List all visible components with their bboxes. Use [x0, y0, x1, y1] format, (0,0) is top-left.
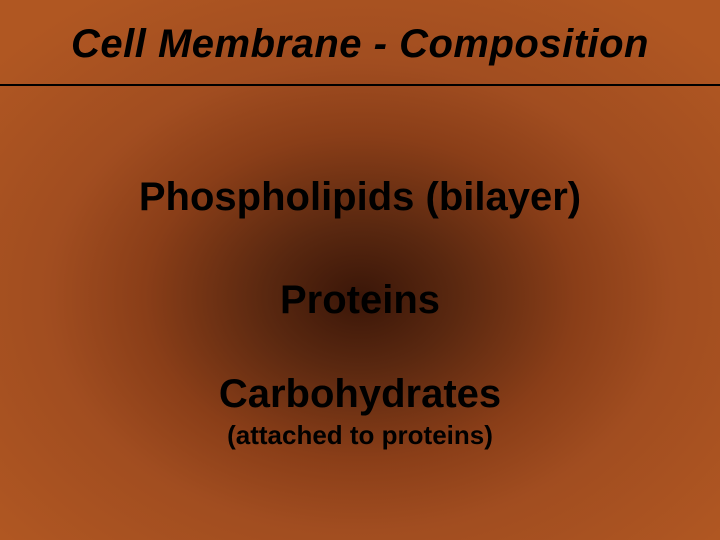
title-divider: [0, 84, 720, 86]
slide: Cell Membrane - Composition Phospholipid…: [0, 0, 720, 540]
bullet-phospholipids: Phospholipids (bilayer): [0, 175, 720, 220]
bullet-carbohydrates: Carbohydrates: [0, 372, 720, 417]
slide-title: Cell Membrane - Composition: [0, 22, 720, 67]
bullet-carbohydrates-sublabel: (attached to proteins): [0, 420, 720, 451]
bullet-proteins: Proteins: [0, 278, 720, 323]
